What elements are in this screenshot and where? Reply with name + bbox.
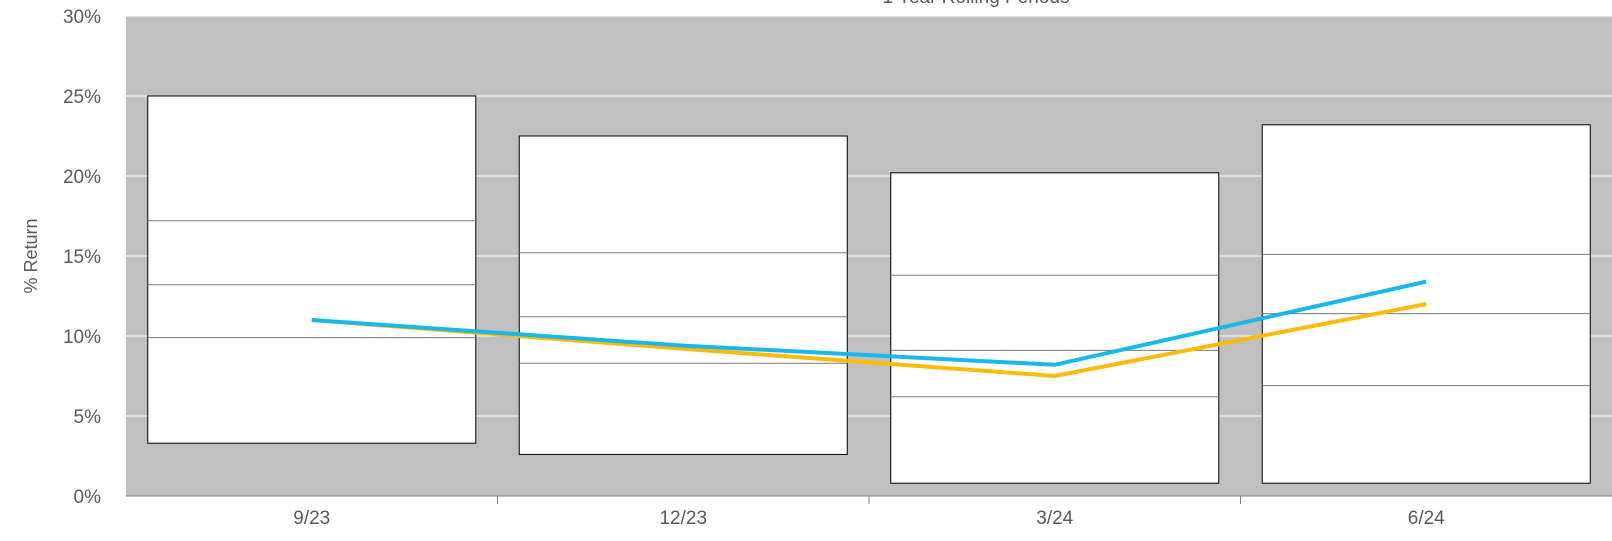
y-tick-label: 15% bbox=[63, 247, 101, 268]
x-tick-label: 9/23 bbox=[293, 508, 330, 529]
range-box bbox=[147, 95, 477, 444]
series-line bbox=[311, 279, 1427, 367]
y-tick-label: 0% bbox=[74, 487, 102, 508]
range-box bbox=[518, 135, 848, 455]
x-tick-label: 12/23 bbox=[659, 508, 707, 529]
range-box bbox=[890, 172, 1220, 484]
y-axis-label: % Return bbox=[21, 218, 41, 293]
x-tick-label: 6/24 bbox=[1408, 508, 1445, 529]
x-tick-label: 3/24 bbox=[1036, 508, 1073, 529]
y-tick-label: 20% bbox=[63, 167, 101, 188]
y-tick-label: 5% bbox=[74, 407, 102, 428]
y-tick-label: 25% bbox=[63, 87, 101, 108]
y-tick-label: 10% bbox=[63, 327, 101, 348]
series-lines bbox=[311, 279, 1427, 379]
axes: 0% 5% 10% 15% 20% 25% 30% 9/23 12/23 3/24 6/24 bbox=[63, 7, 1612, 529]
y-tick-label: 30% bbox=[63, 7, 101, 28]
chart-title: 1 Year Rolling Periods bbox=[883, 0, 1070, 8]
